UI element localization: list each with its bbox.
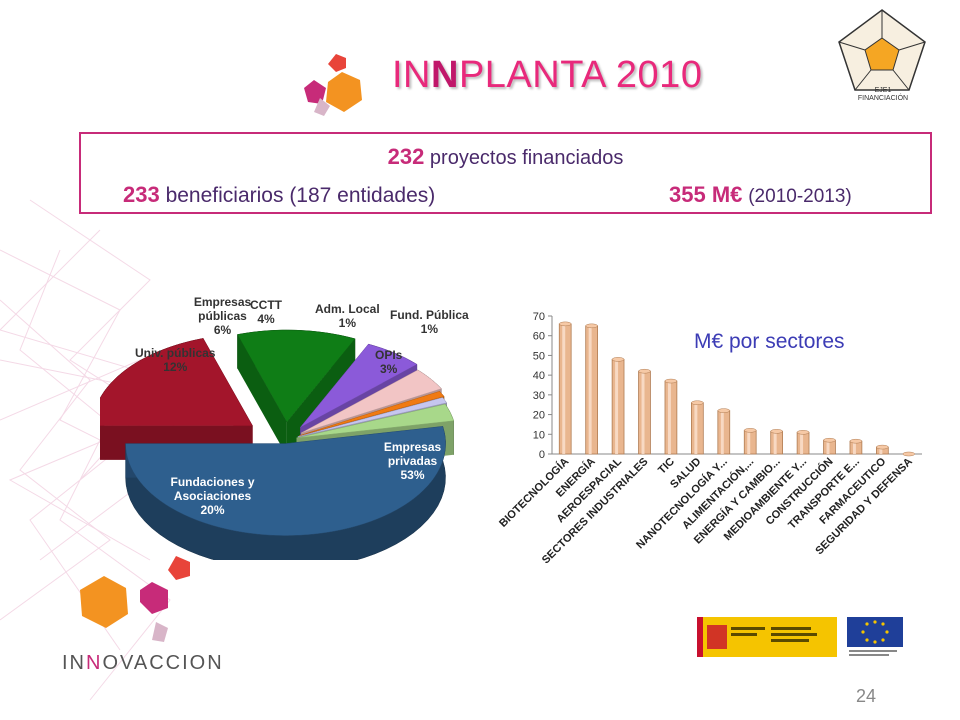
government-eu-logos-icon <box>697 617 903 657</box>
x-tick-label: TIC <box>656 456 677 477</box>
y-tick-label: 20 <box>533 410 545 422</box>
proyectos-line: 232 proyectos financiados <box>387 144 624 169</box>
pie-label-value: 12% <box>163 360 188 374</box>
y-tick-label: 70 <box>533 311 545 323</box>
page-title: INNPLANTA 2010 <box>392 54 703 96</box>
pie-label-name: Adm. Local <box>315 302 380 316</box>
bar <box>823 437 836 455</box>
pie-label-univ-p-blicas: Univ. públicas 12% <box>135 346 215 374</box>
page-number: 24 <box>856 686 877 706</box>
pie-label-value: 4% <box>257 312 275 326</box>
importe-line: 355 M€ (2010-2013) <box>669 182 852 207</box>
sectors-bar-chart: 010203040506070BIOTECNOLOGÍAENERGÍAAEROE… <box>496 311 922 566</box>
bar <box>796 430 810 455</box>
innovaccion-logo-icon <box>80 556 190 642</box>
pie-label-name: Empresas públicas <box>193 295 252 323</box>
pie-label-fundaciones-y-asociaciones: Fundaciones y Asociaciones 20% <box>165 475 260 517</box>
y-tick-label: 30 <box>533 390 545 402</box>
pie-label-value: 20% <box>200 503 225 517</box>
pie-label-empresas-privadas: Empresas privadas 53% <box>365 440 460 482</box>
bar <box>611 357 625 455</box>
eje-pentagon-logo-icon <box>838 9 926 91</box>
pie-label-name: Fund. Pública <box>390 308 469 322</box>
pie-label-opis: OPIs 3% <box>375 348 402 376</box>
pie-label-fund-p-blica: Fund. Pública 1% <box>390 308 469 336</box>
bar <box>558 321 572 455</box>
bar <box>585 323 598 455</box>
pie-label-adm-local: Adm. Local 1% <box>315 302 380 330</box>
bar <box>849 438 863 455</box>
pie-label-name: Fundaciones y Asociaciones <box>170 475 255 503</box>
innovaccion-wordmark: INNOVACCION <box>62 652 224 674</box>
eje-sublabel: FINANCIACIÓN <box>857 95 909 102</box>
bar <box>743 428 757 455</box>
bar <box>691 400 704 455</box>
y-tick-label: 60 <box>533 331 545 343</box>
bar <box>876 444 889 455</box>
bar <box>638 368 651 455</box>
y-tick-label: 0 <box>539 449 545 461</box>
beneficiarios-line: 233 beneficiarios (187 entidades) <box>123 182 436 207</box>
pie-label-cctt: CCTT 4% <box>250 298 282 326</box>
pie-label-value: 3% <box>380 362 398 376</box>
y-tick-label: 40 <box>533 370 545 382</box>
pie-label-name: Empresas privadas <box>383 440 442 468</box>
bar <box>770 429 783 455</box>
bar <box>902 451 915 457</box>
eje-label: EJE1 <box>874 87 892 94</box>
pie-label-name: Univ. públicas <box>135 346 216 360</box>
bar <box>664 378 678 455</box>
summary-box: 232 proyectos financiados 233 beneficiar… <box>79 132 932 214</box>
y-tick-label: 50 <box>533 350 545 362</box>
bar <box>717 408 731 455</box>
pie-label-value: 6% <box>213 323 232 337</box>
pie-label-value: 1% <box>420 322 438 336</box>
y-tick-label: 10 <box>533 429 545 441</box>
pie-slice-empresas-privadas <box>125 426 446 560</box>
pie-label-name: OPIs <box>375 348 403 362</box>
pie-label-name: CCTT <box>250 298 282 312</box>
pie-label-value: 53% <box>400 468 425 482</box>
innplanta-logo-icon <box>304 54 362 116</box>
beneficiaries-pie-chart <box>100 329 455 560</box>
pie-label-empresas-p-blicas: Empresas públicas 6% <box>175 295 270 337</box>
pie-label-value: 1% <box>338 316 357 330</box>
bar-chart-title: M€ por sectores <box>694 330 845 353</box>
